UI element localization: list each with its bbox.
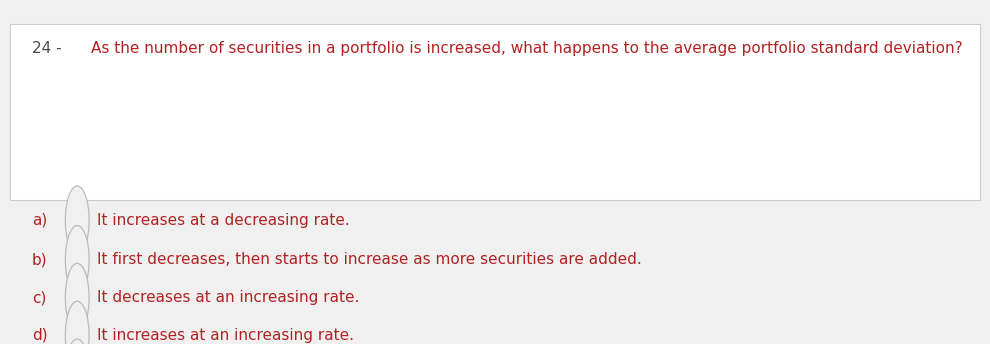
Text: c): c) [32, 290, 47, 305]
Text: d): d) [32, 328, 48, 343]
Text: 24 -: 24 - [32, 41, 66, 56]
Text: b): b) [32, 252, 48, 267]
Ellipse shape [65, 186, 89, 254]
Text: It increases at an increasing rate.: It increases at an increasing rate. [97, 328, 354, 343]
Text: It first decreases, then starts to increase as more securities are added.: It first decreases, then starts to incre… [97, 252, 642, 267]
Ellipse shape [65, 264, 89, 332]
Ellipse shape [65, 339, 89, 344]
Text: As the number of securities in a portfolio is increased, what happens to the ave: As the number of securities in a portfol… [91, 41, 962, 56]
Ellipse shape [65, 301, 89, 344]
Text: It increases at a decreasing rate.: It increases at a decreasing rate. [97, 213, 349, 228]
Text: It decreases at an increasing rate.: It decreases at an increasing rate. [97, 290, 359, 305]
Text: a): a) [32, 213, 47, 228]
Ellipse shape [65, 226, 89, 294]
FancyBboxPatch shape [10, 24, 980, 200]
